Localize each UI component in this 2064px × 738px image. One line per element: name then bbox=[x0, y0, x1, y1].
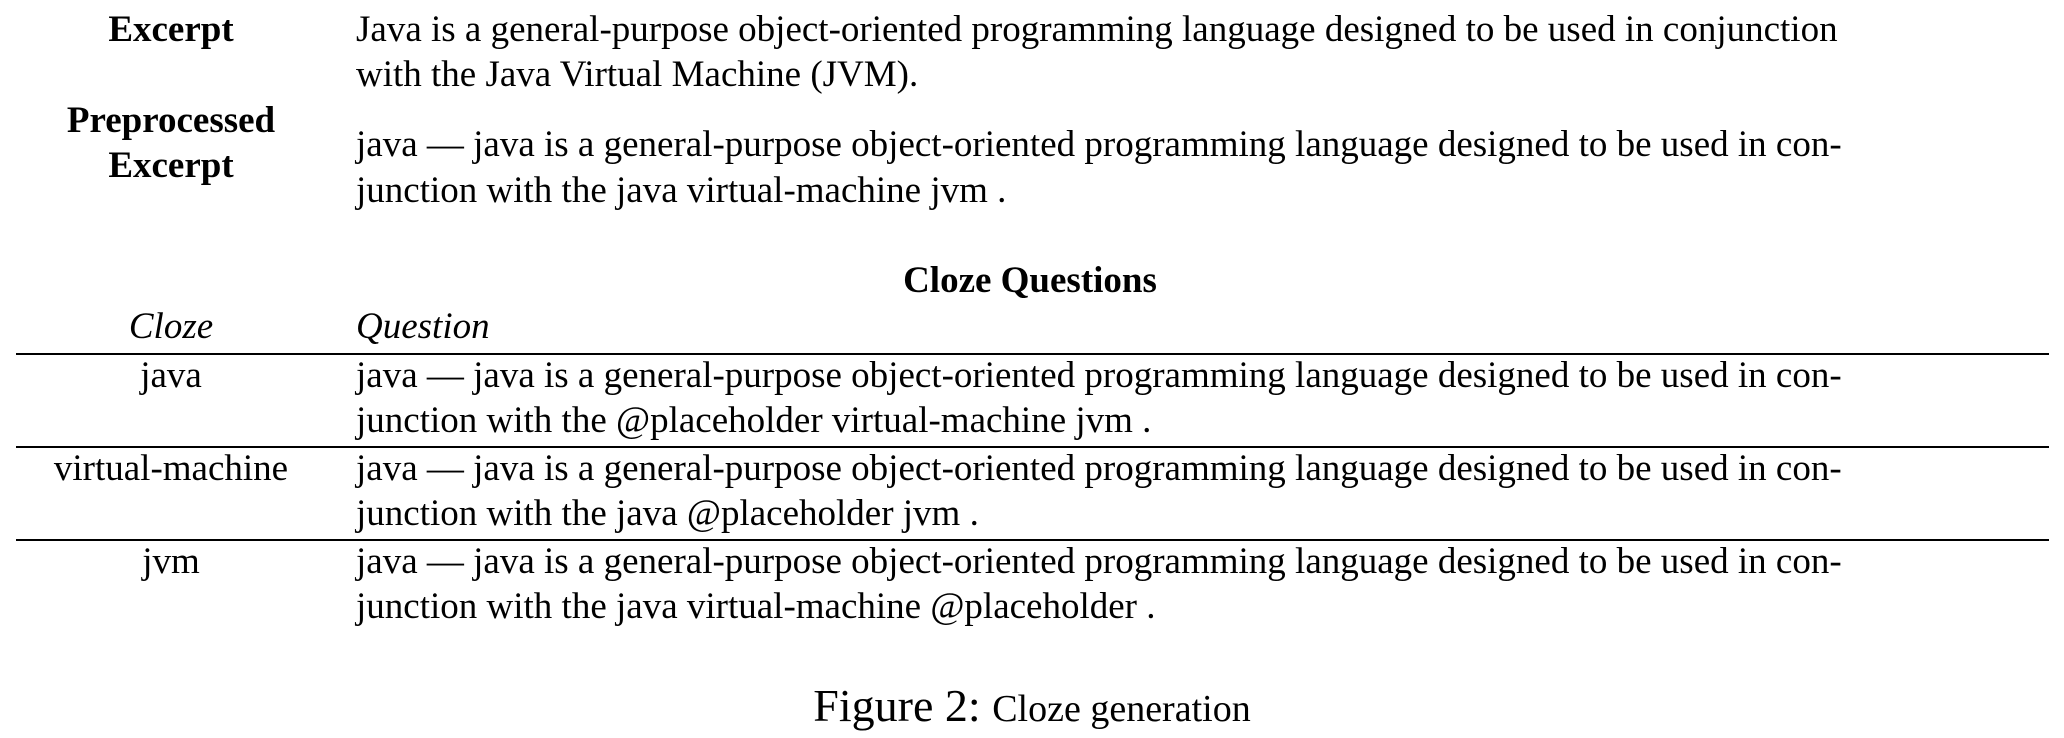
table-row-cloze: virtual-machine bbox=[53, 448, 289, 489]
figure-caption-text: Cloze generation bbox=[992, 688, 1251, 730]
excerpt-text-line-2: with the Java Virtual Machine (JVM). bbox=[356, 54, 919, 95]
table-header-rule bbox=[16, 353, 2049, 355]
table-row-question-line-1: java — java is a general-purpose object-… bbox=[356, 541, 1842, 582]
preprocessed-label-line-2: Excerpt bbox=[108, 145, 234, 186]
preprocessed-text-line-1: java — java is a general-purpose object-… bbox=[356, 124, 1842, 165]
column-header-cloze: Cloze bbox=[128, 306, 214, 347]
figure-caption: Figure 2: Cloze generation bbox=[0, 678, 2064, 737]
table-row-question-line-2: junction with the java virtual-machine @… bbox=[356, 586, 1156, 627]
table-row-question-line-1: java — java is a general-purpose object-… bbox=[356, 448, 1842, 489]
table-row-question-line-2: junction with the @placeholder virtual-m… bbox=[356, 400, 1152, 441]
table-row-cloze: java bbox=[140, 355, 202, 396]
table-row-rule bbox=[16, 539, 2049, 541]
figure-label: Figure 2: bbox=[813, 680, 981, 731]
excerpt-label: Excerpt bbox=[108, 9, 234, 50]
table-row-question-line-2: junction with the java @placeholder jvm … bbox=[356, 493, 979, 534]
table-row-rule bbox=[16, 446, 2049, 448]
table-row-cloze: jvm bbox=[142, 541, 200, 582]
table-row-question-line-1: java — java is a general-purpose object-… bbox=[356, 355, 1842, 396]
excerpt-text-line-1: Java is a general-purpose object-oriente… bbox=[356, 9, 1838, 50]
preprocessed-label-line-1: Preprocessed bbox=[66, 100, 276, 141]
column-header-question: Question bbox=[356, 306, 490, 347]
cloze-table-title: Cloze Questions bbox=[903, 260, 1157, 301]
preprocessed-text-line-2: junction with the java virtual-machine j… bbox=[356, 170, 1007, 211]
